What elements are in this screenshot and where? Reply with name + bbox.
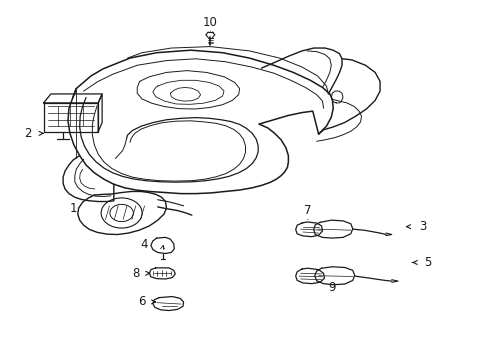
Text: 7: 7 bbox=[304, 204, 311, 217]
Text: 1: 1 bbox=[70, 202, 78, 215]
Text: 8: 8 bbox=[132, 267, 140, 280]
Text: 6: 6 bbox=[138, 296, 145, 309]
Text: 2: 2 bbox=[24, 127, 31, 140]
Text: 4: 4 bbox=[141, 238, 148, 251]
Text: 5: 5 bbox=[423, 256, 430, 269]
Text: 9: 9 bbox=[328, 281, 335, 294]
Text: 3: 3 bbox=[418, 220, 426, 233]
Text: 10: 10 bbox=[203, 16, 217, 29]
